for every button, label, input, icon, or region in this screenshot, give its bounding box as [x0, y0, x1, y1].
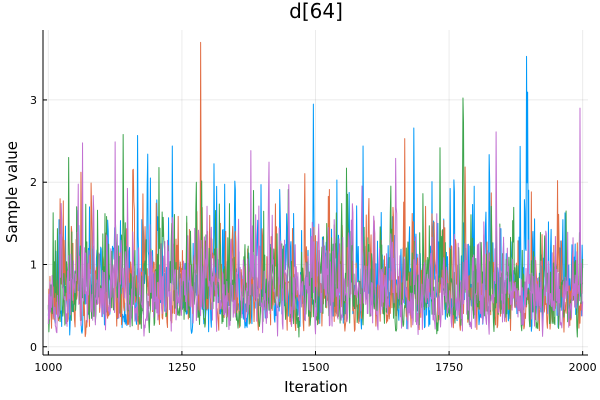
x-ticks: 1000 1250 1500 1750 2000	[34, 351, 597, 374]
x-axis-label: Iteration	[284, 378, 348, 396]
series-line-4	[47, 107, 584, 337]
x-tick-label: 1500	[302, 361, 330, 374]
y-tick-label: 0	[30, 341, 37, 354]
plot-area	[47, 41, 584, 338]
x-tick-label: 2000	[569, 361, 597, 374]
y-tick-label: 2	[30, 176, 37, 189]
y-tick-label: 1	[30, 258, 37, 271]
x-tick-label: 1250	[168, 361, 196, 374]
y-ticks: 0 1 2 3	[30, 94, 47, 354]
y-tick-label: 3	[30, 94, 37, 107]
x-tick-label: 1000	[34, 361, 62, 374]
y-axis-label: Sample value	[3, 141, 21, 243]
chart-title: d[64]	[289, 0, 343, 23]
x-tick-label: 1750	[435, 361, 463, 374]
